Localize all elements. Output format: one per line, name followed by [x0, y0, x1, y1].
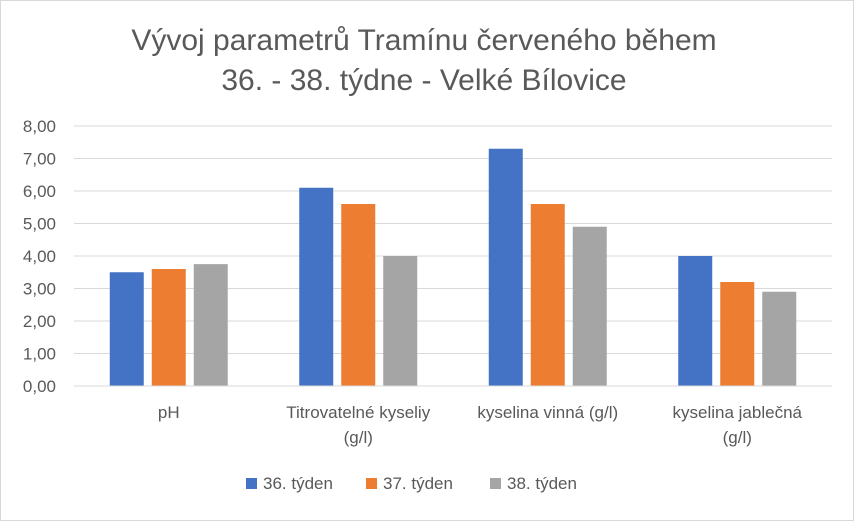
legend-label: 38. týden: [507, 474, 577, 493]
bar: [572, 226, 607, 386]
bar: [109, 272, 144, 386]
bar: [762, 291, 797, 386]
legend-label: 36. týden: [263, 474, 333, 493]
bars: [109, 148, 797, 386]
x-category-label: pH: [158, 403, 180, 422]
bar: [678, 256, 713, 386]
x-category-label: kyselina jablečná: [673, 403, 803, 422]
y-tick-label: 7,00: [23, 150, 56, 169]
y-tick-label: 0,00: [23, 377, 56, 396]
bar: [299, 187, 334, 386]
y-axis-ticks: 0,00 1,00 2,00 3,00 4,00 5,00 6,00 7,00 8,00: [23, 117, 56, 396]
gridlines: [74, 125, 832, 354]
legend-swatch: [246, 478, 257, 489]
legend-swatch: [366, 478, 377, 489]
legend: 36. týden 37. týden 38. týden: [246, 474, 577, 493]
chart-title: Vývoj parametrů Tramínu červeného během …: [131, 24, 716, 97]
x-category-label: (g/l): [723, 428, 752, 447]
x-category-label: (g/l): [344, 428, 373, 447]
bar: [151, 269, 186, 386]
chart-title-line-2: 36. - 38. týdne - Velké Bílovice: [221, 64, 626, 97]
y-tick-label: 2,00: [23, 312, 56, 331]
x-category-label: Titrovatelné kyseliy: [286, 403, 430, 422]
y-tick-label: 6,00: [23, 182, 56, 201]
bar: [720, 282, 755, 386]
y-tick-label: 5,00: [23, 215, 56, 234]
bar: [193, 264, 228, 386]
x-category-label: kyselina vinná (g/l): [477, 403, 618, 422]
chart-title-line-1: Vývoj parametrů Tramínu červeného během: [131, 24, 716, 57]
y-tick-label: 1,00: [23, 345, 56, 364]
bar: [530, 204, 565, 386]
y-tick-label: 3,00: [23, 280, 56, 299]
y-tick-label: 8,00: [23, 117, 56, 136]
y-tick-label: 4,00: [23, 247, 56, 266]
legend-swatch: [490, 478, 501, 489]
x-axis-categories: pH Titrovatelné kyseliy (g/l) kyselina vinn…: [158, 403, 803, 447]
legend-label: 37. týden: [383, 474, 453, 493]
bar: [341, 204, 376, 386]
bar: [383, 256, 418, 386]
bar: [488, 148, 523, 386]
